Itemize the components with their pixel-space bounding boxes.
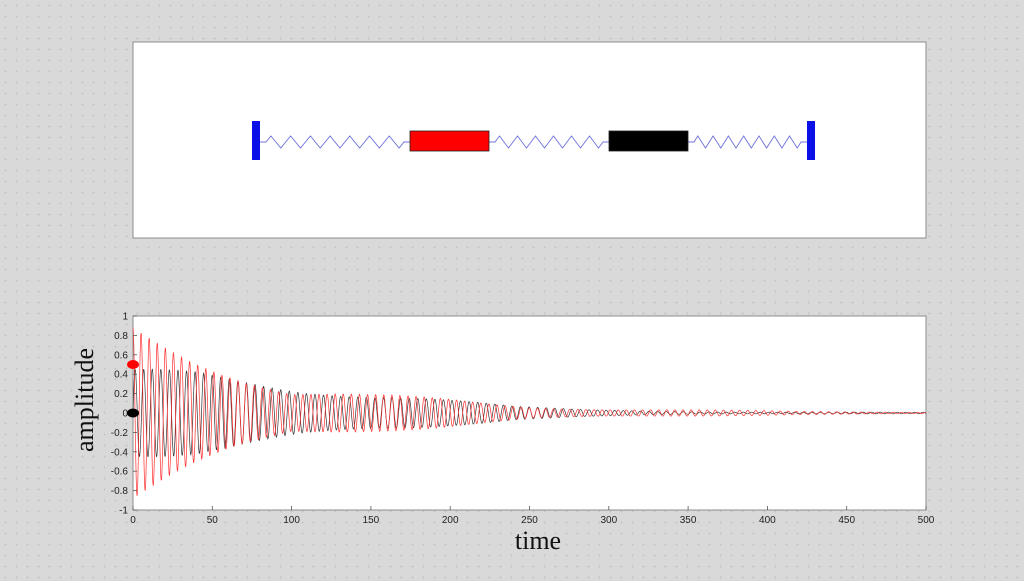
y-tick-label: 0.8	[114, 331, 128, 342]
red-mass-trace	[132, 327, 927, 496]
x-tick-label: 300	[600, 515, 617, 526]
plot-area	[132, 315, 927, 511]
black-mass-trace	[132, 368, 927, 458]
y-tick-label: -0.6	[111, 467, 129, 478]
current-position-markers	[127, 360, 139, 418]
black-mass-marker	[127, 408, 139, 418]
left-wall	[252, 121, 260, 160]
mass-spring-panel	[132, 41, 927, 239]
y-tick-label: 0.2	[114, 389, 128, 400]
red-mass-marker	[127, 360, 139, 369]
x-axis-label: time	[515, 526, 561, 555]
y-axis-ticks: -1 -0.8 -0.6 -0.4 -0.2 0 0.2 0.4 0.6 0.8 1	[111, 312, 137, 517]
y-tick-label: -0.2	[111, 428, 129, 439]
amplitude-chart: 0 50 100 150 200 250 300 350 400 450 500 -1 -0.8 -0.…	[70, 312, 935, 556]
x-tick-label: 500	[918, 515, 935, 526]
x-axis-ticks: 0 50 100 150 200 250 300 350 400 450 500	[130, 506, 935, 526]
x-tick-label: 250	[521, 515, 538, 526]
y-tick-label: -1	[119, 506, 128, 517]
x-tick-label: 0	[130, 515, 136, 526]
y-tick-label: 0.4	[114, 370, 128, 381]
right-wall	[807, 121, 815, 160]
y-tick-label: 1	[122, 312, 128, 323]
spring-middle	[489, 135, 609, 149]
x-tick-label: 400	[759, 515, 776, 526]
y-axis-label: amplitude	[70, 348, 99, 452]
y-tick-label: 0	[122, 409, 128, 420]
x-tick-label: 50	[207, 515, 219, 526]
y-tick-label: 0.6	[114, 350, 128, 361]
x-tick-label: 350	[680, 515, 697, 526]
x-tick-label: 150	[363, 515, 380, 526]
traces	[132, 327, 927, 496]
mass-spring-frame	[132, 41, 927, 239]
black-mass	[608, 130, 689, 152]
spring-left	[260, 135, 410, 149]
y-tick-label: -0.4	[111, 447, 129, 458]
x-tick-label: 450	[838, 515, 855, 526]
red-mass	[409, 130, 490, 152]
y-tick-label: -0.8	[111, 486, 129, 497]
x-tick-label: 200	[442, 515, 459, 526]
x-tick-label: 100	[283, 515, 300, 526]
spring-right	[688, 135, 807, 149]
